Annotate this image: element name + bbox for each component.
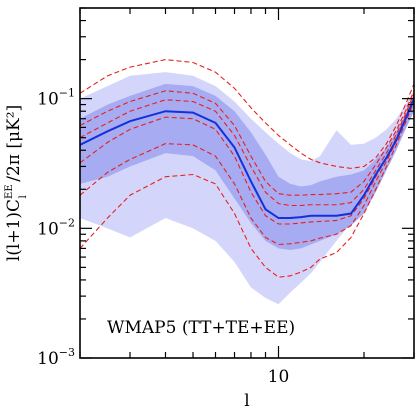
axis-ticks: 10−310−210−110 <box>37 7 415 387</box>
inner-band <box>80 83 414 251</box>
chart-annotation: WMAP5 (TT+TE+EE) <box>107 318 295 338</box>
y-tick-label: 10−1 <box>37 87 75 110</box>
x-axis-label: l <box>244 391 249 411</box>
dashed-curve-2 <box>80 98 414 246</box>
dashed-curve-6 <box>80 59 414 169</box>
y-axis-label-main: l(l+1)C <box>4 199 24 261</box>
y-axis-label-unit: /2π [μK²] <box>4 105 24 187</box>
y-tick-label-exponent: −3 <box>59 346 75 359</box>
uncertainty-bands <box>80 72 414 305</box>
median-curve <box>80 98 414 220</box>
x-tick-label: 10 <box>268 367 290 387</box>
y-axis-label-superscript: EE <box>4 184 15 199</box>
y-tick-label-base: 10 <box>37 90 59 110</box>
y-tick-label: 10−3 <box>37 346 75 369</box>
y-axis-label: l(l+1)CEE l /2π [μK²] <box>4 105 29 261</box>
dashed-curve-5 <box>80 90 414 196</box>
dashed-curve-4 <box>80 93 414 207</box>
y-tick-label-base: 10 <box>37 219 59 239</box>
y-tick-label-exponent: −2 <box>59 216 75 229</box>
plot-frame <box>79 7 415 359</box>
y-tick-label-exponent: −1 <box>59 87 75 100</box>
series-lines <box>80 59 414 278</box>
y-tick-label-base: 10 <box>37 349 59 369</box>
y-axis-label-subscript: l <box>18 195 29 198</box>
dashed-curve-1 <box>80 101 414 278</box>
y-tick-label: 10−2 <box>37 216 75 239</box>
